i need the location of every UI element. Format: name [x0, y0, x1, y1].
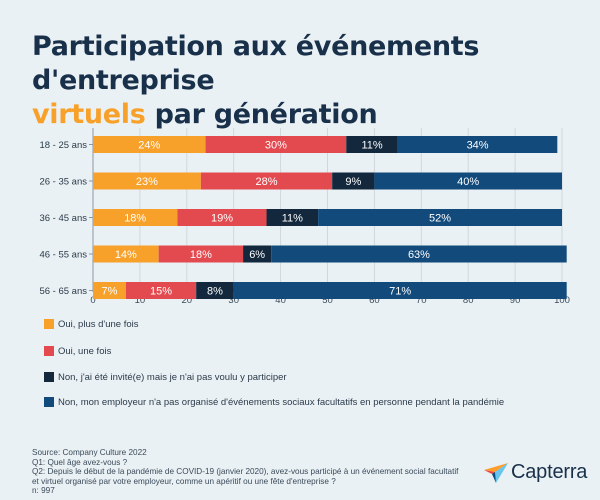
- data-label: 23%: [136, 176, 158, 188]
- x-tick-label: 40: [275, 295, 286, 306]
- x-tick-label: 90: [510, 295, 521, 306]
- bar-segment: [271, 245, 567, 263]
- bar-segment: [93, 282, 126, 299]
- title-accent: virtuels: [32, 99, 146, 130]
- legend-swatch: [44, 397, 54, 407]
- x-tick-label: 10: [135, 295, 146, 306]
- brand-name: Capterra: [511, 461, 588, 483]
- bar-segment: [397, 136, 558, 153]
- x-tick-label: 50: [322, 295, 333, 306]
- data-label: 34%: [467, 140, 489, 152]
- x-tick-label: 30: [228, 295, 239, 306]
- data-label: 40%: [457, 176, 479, 188]
- data-label: 18%: [190, 249, 212, 261]
- x-tick-label: 80: [463, 295, 474, 306]
- category-label: 26 - 35 ans: [39, 177, 87, 188]
- legend-item: Non, j'ai été invité(e) mais je n'ai pas…: [44, 370, 564, 384]
- legend-label: Oui, plus d'une fois: [58, 318, 139, 330]
- x-tick-label: 20: [182, 295, 193, 306]
- title-line-1: Participation aux événements d'entrepris…: [32, 31, 480, 96]
- capterra-logo: Capterra: [484, 461, 587, 484]
- legend-swatch: [44, 372, 54, 382]
- chart-title: Participation aux événements d'entrepris…: [32, 30, 582, 132]
- bar-segment: [243, 245, 272, 263]
- data-label: 18%: [124, 213, 146, 225]
- legend-item: Oui, plus d'une fois: [44, 317, 564, 331]
- legend-swatch: [44, 319, 54, 329]
- bar-segment: [196, 282, 234, 299]
- stacked-bar-chart: 0 10 20 30 40 50 60 70 80 90 100 18 - 25 ans 24% 30% 1…: [39, 128, 570, 306]
- title-rest: par génération: [154, 99, 378, 130]
- category-label: 18 - 25 ans: [39, 140, 87, 151]
- title-line-2: virtuels par génération: [32, 98, 582, 132]
- question-2-note-line-2: et virtuel organisé par votre employeur,…: [32, 476, 336, 486]
- data-label: 24%: [138, 140, 160, 152]
- data-label: 9%: [345, 176, 361, 188]
- data-label: 15%: [150, 286, 172, 298]
- legend-item: Non, mon employeur n'a pas organisé d'év…: [44, 395, 564, 409]
- data-label: 8%: [207, 286, 223, 298]
- bar-segment: [266, 209, 319, 226]
- data-label: 14%: [115, 249, 137, 261]
- data-label: 28%: [256, 176, 278, 188]
- question-1-note: Q1: Quel âge avez-vous ?: [32, 457, 128, 467]
- legend-label: Non, j'ai été invité(e) mais je n'ai pas…: [58, 371, 287, 383]
- bar-segment: [125, 282, 197, 299]
- legend-swatch: [44, 346, 54, 356]
- bar-segment: [318, 209, 562, 226]
- category-label: 36 - 45 ans: [39, 213, 87, 224]
- bar-segment: [93, 136, 206, 153]
- category-label: 46 - 55 ans: [39, 250, 87, 261]
- x-tick-label: 70: [416, 295, 427, 306]
- x-tick-label: 0: [90, 295, 95, 306]
- legend-label: Oui, une fois: [58, 345, 112, 357]
- bar-segment: [233, 282, 567, 299]
- sample-size-note: n: 997: [32, 486, 55, 496]
- bar-segment: [93, 245, 159, 263]
- data-label: 7%: [101, 286, 117, 298]
- question-2-note-line-1: Q2: Depuis le début de la pandémie de CO…: [32, 467, 459, 477]
- bar-segment: [346, 136, 398, 153]
- bar-segment: [177, 209, 267, 226]
- source-note: Source: Company Culture 2022: [32, 448, 147, 457]
- capterra-arrow-icon: [484, 462, 508, 483]
- legend-label: Non, mon employeur n'a pas organisé d'év…: [58, 396, 505, 408]
- bar-segment: [205, 136, 347, 153]
- data-label: 52%: [429, 213, 451, 225]
- data-label: 19%: [211, 213, 233, 225]
- data-label: 11%: [361, 140, 382, 152]
- bar-segment: [200, 172, 333, 190]
- x-tick-label: 60: [369, 295, 380, 306]
- bar-segment: [93, 209, 178, 226]
- footer-notes: Source: Company Culture 2022 Q1: Quel âg…: [32, 448, 472, 496]
- legend-item: Oui, une fois: [44, 344, 564, 358]
- data-label: 11%: [282, 213, 303, 225]
- data-label: 6%: [249, 249, 265, 261]
- data-label: 63%: [408, 249, 430, 261]
- x-tick-label: 100: [554, 295, 570, 306]
- bar-segment: [158, 245, 244, 263]
- data-label: 30%: [265, 140, 287, 152]
- bar-segment: [93, 172, 201, 190]
- bar-segment: [332, 172, 375, 190]
- category-label: 56 - 65 ans: [39, 286, 87, 297]
- data-label: 71%: [389, 286, 411, 298]
- bar-segment: [374, 172, 562, 190]
